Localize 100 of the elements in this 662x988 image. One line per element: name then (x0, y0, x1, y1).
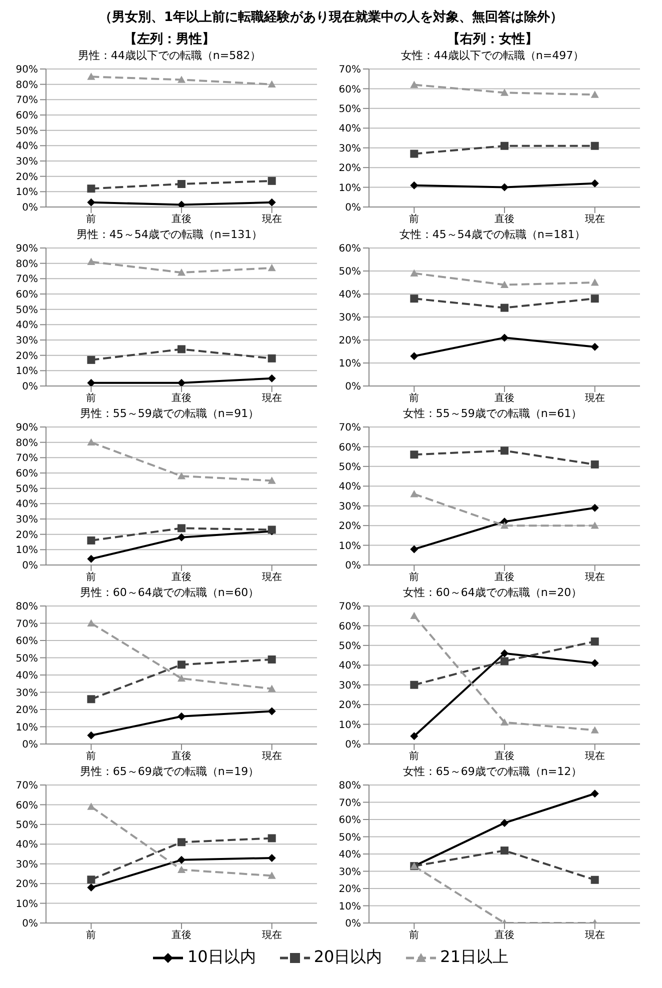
point (410, 294, 418, 303)
y-tick-label: 0% (345, 918, 361, 930)
x-tick-label: 現在 (262, 750, 282, 762)
point (500, 718, 508, 726)
x-tick-label: 直後 (172, 750, 192, 762)
x-tick-label: 前 (409, 392, 420, 404)
chart-title: 女性：45～54歳での転職（n=181） (398, 227, 587, 242)
point (268, 374, 276, 382)
y-tick-label: 20% (338, 700, 361, 712)
y-tick-label: 10% (338, 901, 361, 912)
x-tick-label: 前 (86, 571, 96, 584)
y-tick-label: 60% (16, 290, 38, 301)
point (178, 856, 186, 864)
point (178, 866, 186, 873)
x-tick-label: 前 (86, 929, 96, 942)
point (87, 536, 96, 544)
point (268, 354, 276, 362)
y-tick-label: 50% (16, 484, 38, 495)
y-tick-label: 20% (338, 163, 361, 174)
y-tick-label: 90% (16, 422, 38, 434)
point (500, 334, 508, 342)
y-tick-label: 60% (338, 84, 361, 96)
point (87, 695, 96, 704)
point (410, 181, 418, 190)
y-tick-label: 40% (338, 660, 361, 672)
point (178, 660, 186, 669)
point (500, 846, 508, 855)
chart-title: 女性：55～59歳での転職（n=61） (402, 406, 584, 421)
point (590, 659, 599, 668)
point (87, 438, 96, 446)
y-tick-label: 10% (16, 722, 38, 734)
point (590, 142, 599, 150)
x-tick-label: 現在 (584, 929, 605, 942)
point (590, 504, 599, 512)
y-tick-label: 30% (338, 866, 361, 878)
point (590, 342, 599, 351)
y-tick-label: 50% (338, 462, 361, 473)
point (590, 726, 599, 734)
point (500, 657, 508, 666)
y-tick-label: 60% (338, 815, 361, 826)
point (590, 637, 599, 646)
point (590, 294, 599, 303)
y-tick-label: 0% (345, 740, 361, 751)
legend-label: 20日以内 (314, 947, 382, 968)
y-tick-label: 30% (16, 336, 38, 347)
y-tick-label: 40% (16, 840, 38, 851)
point (87, 378, 96, 386)
point (410, 269, 418, 276)
y-tick-label: 0% (22, 560, 38, 572)
x-tick-label: 現在 (584, 750, 605, 762)
y-tick-label: 10% (338, 720, 361, 731)
y-tick-label: 30% (16, 514, 38, 526)
point (590, 460, 599, 468)
y-tick-label: 60% (338, 244, 361, 255)
y-tick-label: 20% (16, 350, 38, 362)
y-tick-label: 70% (16, 95, 38, 106)
point (500, 142, 508, 150)
y-tick-label: 70% (338, 602, 361, 613)
point (178, 200, 186, 207)
chart-title: 男性：45～54歳での転職（n=131） (75, 227, 264, 242)
point (87, 184, 96, 193)
y-tick-label: 50% (16, 304, 38, 316)
point (268, 176, 276, 185)
point (590, 179, 599, 188)
point (178, 378, 186, 386)
y-tick-label: 20% (16, 705, 38, 716)
y-tick-label: 30% (338, 680, 361, 692)
y-tick-label: 40% (338, 850, 361, 861)
y-tick-label: 80% (16, 80, 38, 91)
point (268, 684, 276, 692)
point (268, 872, 276, 879)
y-tick-label: 0% (345, 202, 361, 214)
y-tick-label: 90% (16, 244, 38, 255)
point (268, 707, 276, 716)
x-tick-label: 直後 (494, 392, 514, 404)
y-tick-label: 30% (16, 688, 38, 699)
y-tick-label: 60% (16, 636, 38, 648)
point (410, 545, 418, 554)
y-tick-label: 20% (16, 879, 38, 890)
point (178, 268, 186, 276)
y-tick-label: 60% (16, 110, 38, 122)
y-tick-label: 20% (16, 172, 38, 183)
x-tick-label: 現在 (262, 392, 282, 404)
point (500, 446, 508, 455)
y-tick-label: 10% (16, 898, 38, 910)
point (87, 72, 96, 80)
y-tick-label: 80% (16, 258, 38, 270)
chart-title: 男性：60～64歳での転職（n=60） (78, 585, 260, 600)
text: （男女別、1年以上前に転職経験があり現在就業中の人を対象、無回答は除外） (98, 8, 564, 26)
y-tick-label: 60% (16, 800, 38, 812)
y-tick-label: 60% (338, 621, 361, 632)
point (178, 180, 186, 188)
x-tick-label: 直後 (494, 929, 514, 942)
point (410, 612, 418, 620)
y-tick-label: 60% (338, 442, 361, 454)
y-tick-label: 60% (16, 468, 38, 480)
y-tick-label: 40% (338, 290, 361, 301)
y-tick-label: 40% (16, 320, 38, 332)
point (178, 76, 186, 83)
y-tick-label: 70% (16, 453, 38, 464)
